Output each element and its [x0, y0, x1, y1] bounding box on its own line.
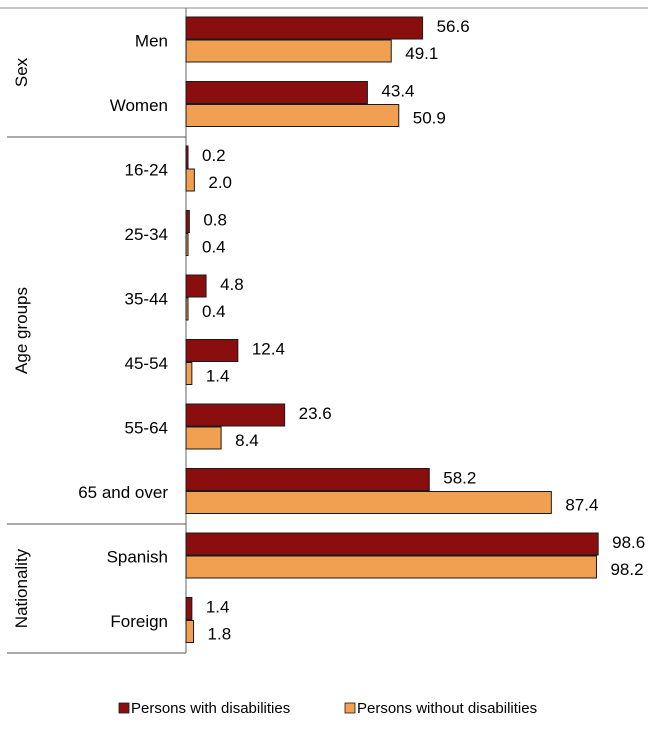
legend-swatch-1 — [345, 703, 355, 713]
bar-with-disabilities-1 — [186, 82, 367, 104]
group-label-0: Sex — [12, 57, 31, 87]
bar-with-disabilities-5 — [186, 340, 238, 362]
bar-with-disabilities-4 — [186, 275, 206, 297]
value-label-without-1: 50.9 — [413, 109, 446, 128]
bar-with-disabilities-6 — [186, 404, 285, 426]
legend-swatch-0 — [119, 703, 129, 713]
bar-without-disabilities-2 — [186, 169, 194, 191]
bar-with-disabilities-3 — [186, 211, 189, 233]
value-label-with-0: 56.6 — [437, 17, 470, 36]
bar-without-disabilities-5 — [186, 363, 192, 385]
bar-without-disabilities-1 — [186, 105, 399, 127]
category-label-6: 55-64 — [125, 418, 168, 437]
category-label-1: Women — [110, 96, 168, 115]
category-label-5: 45-54 — [125, 354, 168, 373]
value-label-without-4: 0.4 — [202, 302, 226, 321]
category-label-3: 25-34 — [125, 225, 168, 244]
value-label-without-7: 87.4 — [565, 496, 598, 515]
value-label-without-9: 1.8 — [208, 625, 232, 644]
value-label-without-2: 2.0 — [208, 173, 232, 192]
bar-without-disabilities-0 — [186, 40, 391, 62]
bar-with-disabilities-9 — [186, 598, 192, 620]
value-label-with-9: 1.4 — [206, 598, 230, 617]
legend-label-0: Persons with disabilities — [131, 700, 290, 717]
bar-with-disabilities-0 — [186, 17, 423, 39]
bar-without-disabilities-4 — [186, 298, 188, 320]
category-label-9: Foreign — [110, 612, 168, 631]
value-label-without-8: 98.2 — [610, 560, 643, 579]
value-label-with-1: 43.4 — [381, 82, 414, 101]
value-label-with-2: 0.2 — [202, 146, 226, 165]
category-labels: Men Women 16-24 25-34 35-44 45-54 55-64 65 and … — [78, 31, 168, 631]
category-label-8: Spanish — [107, 547, 168, 566]
bar-without-disabilities-3 — [186, 234, 188, 256]
value-label-with-6: 23.6 — [299, 404, 332, 423]
bar-with-disabilities-8 — [186, 533, 598, 555]
bar-with-disabilities-2 — [186, 146, 188, 168]
value-label-without-3: 0.4 — [202, 238, 226, 257]
bar-series — [186, 17, 598, 643]
category-label-4: 35-44 — [125, 289, 168, 308]
group-label-1: Age groups — [12, 287, 31, 374]
legend-label-1: Persons without disabilities — [357, 700, 537, 717]
category-label-0: Men — [135, 31, 168, 50]
value-label-with-4: 4.8 — [220, 275, 244, 294]
category-label-2: 16-24 — [125, 160, 168, 179]
value-label-without-5: 1.4 — [206, 367, 230, 386]
value-label-with-5: 12.4 — [252, 340, 285, 359]
bar-without-disabilities-8 — [186, 556, 596, 578]
bar-with-disabilities-7 — [186, 469, 429, 491]
group-labels: Sex Age groups Nationality — [12, 57, 31, 628]
value-label-without-0: 49.1 — [405, 44, 438, 63]
bar-without-disabilities-7 — [186, 492, 551, 514]
value-label-with-3: 0.8 — [203, 211, 227, 230]
bar-without-disabilities-6 — [186, 427, 221, 449]
group-label-2: Nationality — [12, 548, 31, 628]
bar-without-disabilities-9 — [186, 621, 194, 643]
category-label-7: 65 and over — [78, 483, 168, 502]
legend: Persons with disabilities Persons without… — [119, 700, 537, 717]
value-label-with-8: 98.6 — [612, 533, 645, 552]
value-label-with-7: 58.2 — [443, 469, 476, 488]
value-label-without-6: 8.4 — [235, 431, 259, 450]
